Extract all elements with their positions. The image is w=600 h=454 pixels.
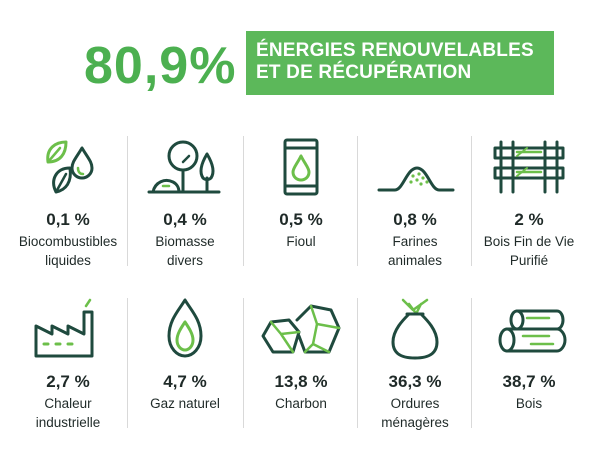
label-line-2: divers (166, 253, 203, 268)
percent-value: 0,1 % (46, 210, 90, 229)
label-line-1: Fioul (286, 234, 316, 249)
trees-icon (143, 134, 227, 198)
item-ordures-menageres: 36,3 % Ordures ménagères (357, 290, 473, 440)
percent-value: 13,8 % (274, 372, 328, 391)
percent-value: 0,4 % (163, 210, 207, 229)
flame-icon (143, 296, 227, 360)
label-line-1: Biomasse (155, 234, 215, 249)
label-line-1: Ordures (390, 396, 440, 411)
percent-value: 2,7 % (46, 372, 90, 391)
label-line-2: ménagères (381, 415, 449, 430)
label-line-1: Gaz naturel (150, 396, 220, 411)
item-chaleur-industrielle: 2,7 % Chaleur industrielle (10, 290, 126, 440)
label-line-1: Chaleur (44, 396, 92, 411)
powder-pile-icon (373, 134, 457, 198)
item-label: Bois (467, 394, 591, 413)
separator (127, 136, 128, 266)
label-line-2: Purifié (509, 253, 549, 268)
item-biomasse: 0,4 % Biomasse divers (127, 128, 243, 278)
separator (357, 298, 358, 428)
separator (357, 136, 358, 266)
title-line-2: ET DE RÉCUPÉRATION (256, 62, 472, 83)
item-label: Charbon (239, 394, 363, 413)
label-line-1: Biocombustibles (18, 234, 118, 249)
title-line-1: ÉNERGIES RENOUVELABLES (256, 40, 534, 61)
item-bois: 38,7 % Bois (471, 290, 587, 440)
item-label: Chaleur industrielle (6, 394, 130, 432)
separator (127, 298, 128, 428)
energy-grid: 0,1 % Biocombustibles liquides 0,4 % Bio… (0, 128, 600, 448)
label-line-2: industrielle (35, 415, 101, 430)
item-bois-fin-de-vie: 2 % Bois Fin de Vie Purifié (471, 128, 587, 278)
percent-value: 0,8 % (393, 210, 437, 229)
percent-value: 38,7 % (502, 372, 556, 391)
label-line-1: Bois (515, 396, 543, 411)
label-line-2: animales (387, 253, 443, 268)
label-line-1: Bois Fin de Vie (483, 234, 575, 249)
separator (243, 298, 244, 428)
item-label: Gaz naturel (123, 394, 247, 413)
label-line-2: liquides (45, 253, 91, 268)
item-label: Ordures ménagères (353, 394, 477, 432)
item-label: Biomasse divers (123, 232, 247, 270)
percent-value: 4,7 % (163, 372, 207, 391)
oil-barrel-icon (259, 134, 343, 198)
item-fioul: 0,5 % Fioul (243, 128, 359, 278)
label-line-1: Charbon (275, 396, 327, 411)
item-biocombustibles: 0,1 % Biocombustibles liquides (10, 128, 126, 278)
item-gaz-naturel: 4,7 % Gaz naturel (127, 290, 243, 440)
percent-value: 0,5 % (279, 210, 323, 229)
title-banner: ÉNERGIES RENOUVELABLES ET DE RÉCUPÉRATIO… (246, 31, 554, 95)
item-charbon: 13,8 % Charbon (243, 290, 359, 440)
item-label: Biocombustibles liquides (6, 232, 130, 270)
separator (471, 298, 472, 428)
separator (471, 136, 472, 266)
total-percent: 80,9% (84, 37, 237, 95)
trash-bag-icon (373, 296, 457, 360)
separator (243, 136, 244, 266)
logs-icon (487, 296, 571, 360)
wood-pallet-icon (487, 134, 571, 198)
coal-icon (259, 296, 343, 360)
item-label: Farines animales (353, 232, 477, 270)
item-label: Fioul (239, 232, 363, 251)
percent-value: 36,3 % (388, 372, 442, 391)
header: 80,9% ÉNERGIES RENOUVELABLES ET DE RÉCUP… (0, 0, 600, 112)
item-label: Bois Fin de Vie Purifié (467, 232, 591, 270)
factory-icon (26, 296, 110, 360)
percent-value: 2 % (514, 210, 544, 229)
label-line-1: Farines (392, 234, 438, 249)
item-farines: 0,8 % Farines animales (357, 128, 473, 278)
leaves-droplet-icon (26, 134, 110, 198)
